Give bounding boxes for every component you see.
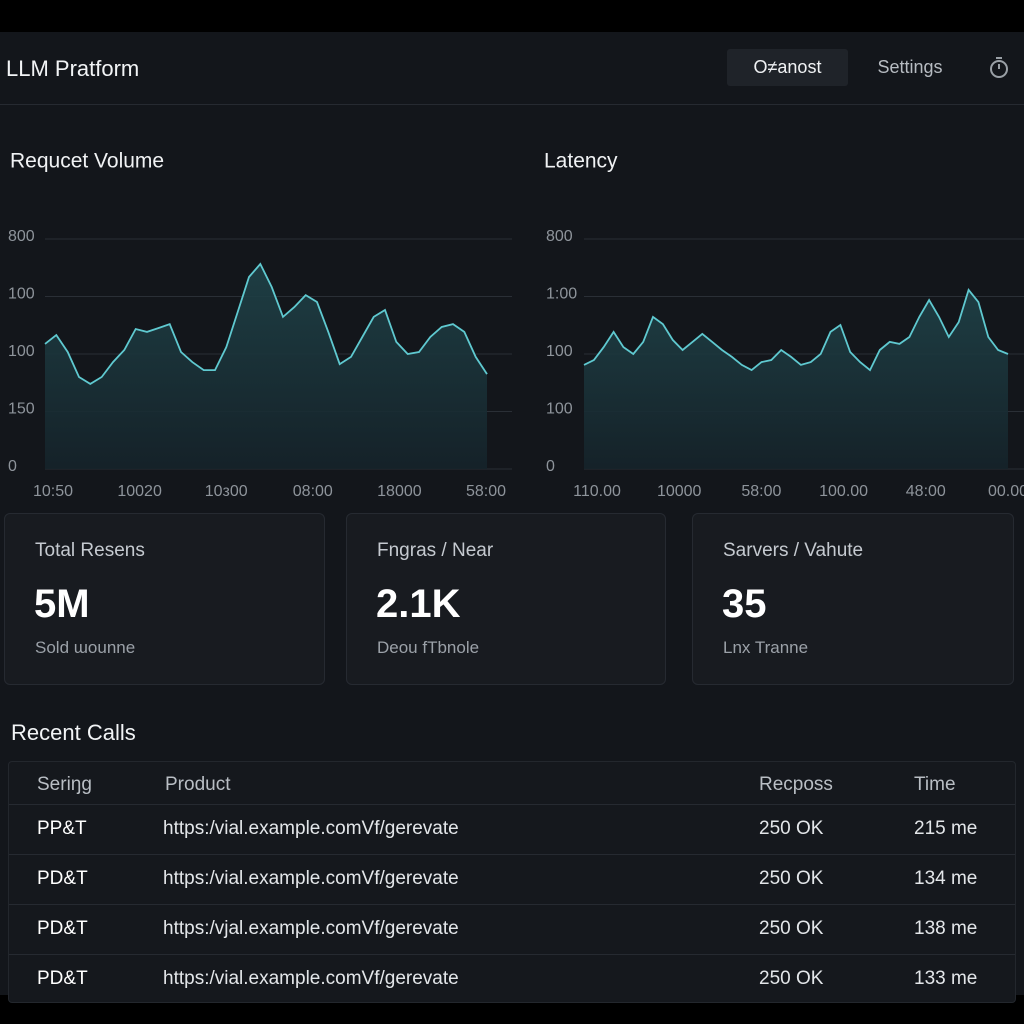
row-divider — [9, 954, 1015, 955]
table-cell: 250 OK — [759, 818, 824, 839]
column-header: Time — [914, 774, 956, 795]
chart: Requcet Volume 0 150 100 100 800 10:50 10020 10з… — [8, 150, 512, 500]
table-cell: 215 me — [914, 818, 978, 839]
table-cell: PP&T — [37, 818, 87, 839]
x-tick-label: 10:50 — [33, 483, 73, 500]
row-divider — [9, 904, 1015, 905]
stat-sub: Deou fTbnole — [377, 638, 480, 657]
x-tick-label: 10000 — [657, 483, 702, 500]
stat-value: 5M — [34, 582, 90, 626]
line — [583, 288, 1009, 372]
area — [45, 264, 487, 469]
stat-sub: Lnx Tranne — [723, 638, 809, 657]
table-cell: 250 OK — [759, 868, 824, 889]
table: Seriŋg Product Recposs Time PP&T https:/vial.… — [8, 761, 1016, 1003]
x-tick-label: 58:00 — [466, 483, 506, 500]
y-tick-label: 800 — [8, 228, 35, 245]
table-cell: 250 OK — [759, 968, 824, 989]
column-header: Seriŋg — [37, 774, 92, 795]
table-cell: https:/vial.example.comVf/gerevate — [163, 968, 459, 989]
y-tick-label: 100 — [546, 343, 573, 360]
app: LLM Pratform O≠anost Settings Requcet Vo… — [0, 32, 1024, 1003]
area — [584, 289, 1008, 469]
table-cell: https:/vial.example.comVf/gerevate — [163, 818, 459, 839]
table-cell: 134 me — [914, 868, 978, 889]
stat-label: Sarvers / Vahute — [723, 540, 864, 561]
x-tick-label: 100.00 — [819, 483, 868, 500]
column-header: Product — [165, 774, 231, 795]
line — [44, 262, 488, 385]
y-tick-label: 1:00 — [546, 286, 577, 303]
table-cell: PD&T — [37, 968, 88, 989]
x-tick-label: 00.00 — [988, 483, 1024, 500]
x-tick-label: 58:00 — [741, 483, 781, 500]
stat-card: Sarvers / Vahute 35 Lnx Tranne — [692, 513, 1014, 685]
y-tick-label: 0 — [8, 458, 17, 475]
x-tick-label: 08:00 — [293, 483, 333, 500]
x-tick-label: 10з00 — [205, 483, 248, 500]
stat-label: Fngras / Near — [377, 540, 494, 561]
y-tick-label: 100 — [8, 343, 35, 360]
nav-tab[interactable]: O≠anost — [727, 49, 848, 86]
y-tick-label: 100 — [8, 286, 35, 303]
column-header: Recposs — [759, 774, 833, 795]
table-cell: https:/vial.example.comVf/gerevate — [163, 868, 459, 889]
row-divider — [9, 804, 1015, 805]
chart: Latency 0 100 100 1:00 800 110.00 10000 58:00 100… — [544, 150, 1024, 500]
y-tick-label: 100 — [546, 401, 573, 418]
y-tick-label: 150 — [8, 401, 35, 418]
table-cell: 138 me — [914, 918, 978, 939]
y-tick-label: 0 — [546, 458, 555, 475]
stat-label: Total Resens — [35, 540, 145, 561]
chart-title: Latency — [544, 150, 618, 173]
divider — [0, 104, 1024, 105]
table-cell: 133 me — [914, 968, 978, 989]
nav-tab[interactable]: Settings — [877, 57, 943, 77]
stat-value: 35 — [722, 582, 767, 626]
stat-value: 2.1K — [376, 582, 461, 626]
x-tick-label: 110.00 — [573, 483, 621, 500]
app-title: LLM Pratform — [6, 56, 140, 81]
x-tick-label: 10020 — [117, 483, 162, 500]
x-tick-label: 48:00 — [906, 483, 946, 500]
section-title: Recent Calls — [11, 720, 136, 745]
chart-title: Requcet Volume — [10, 150, 164, 173]
y-tick-label: 800 — [546, 228, 573, 245]
stat-card: Fngras / Near 2.1K Deou fTbnole — [346, 513, 666, 685]
stat-sub: Sold ɯounne — [35, 638, 136, 657]
stat-card: Total Resens 5M Sold ɯounne — [4, 513, 325, 685]
table-cell: PD&T — [37, 868, 88, 889]
table-cell: https:/vjal.example.comVf/gerevate — [163, 918, 459, 939]
x-tick-label: 18000 — [377, 483, 422, 500]
table-cell: PD&T — [37, 918, 88, 939]
row-divider — [9, 854, 1015, 855]
table-cell: 250 OK — [759, 918, 824, 939]
timer-icon[interactable] — [988, 56, 1010, 80]
